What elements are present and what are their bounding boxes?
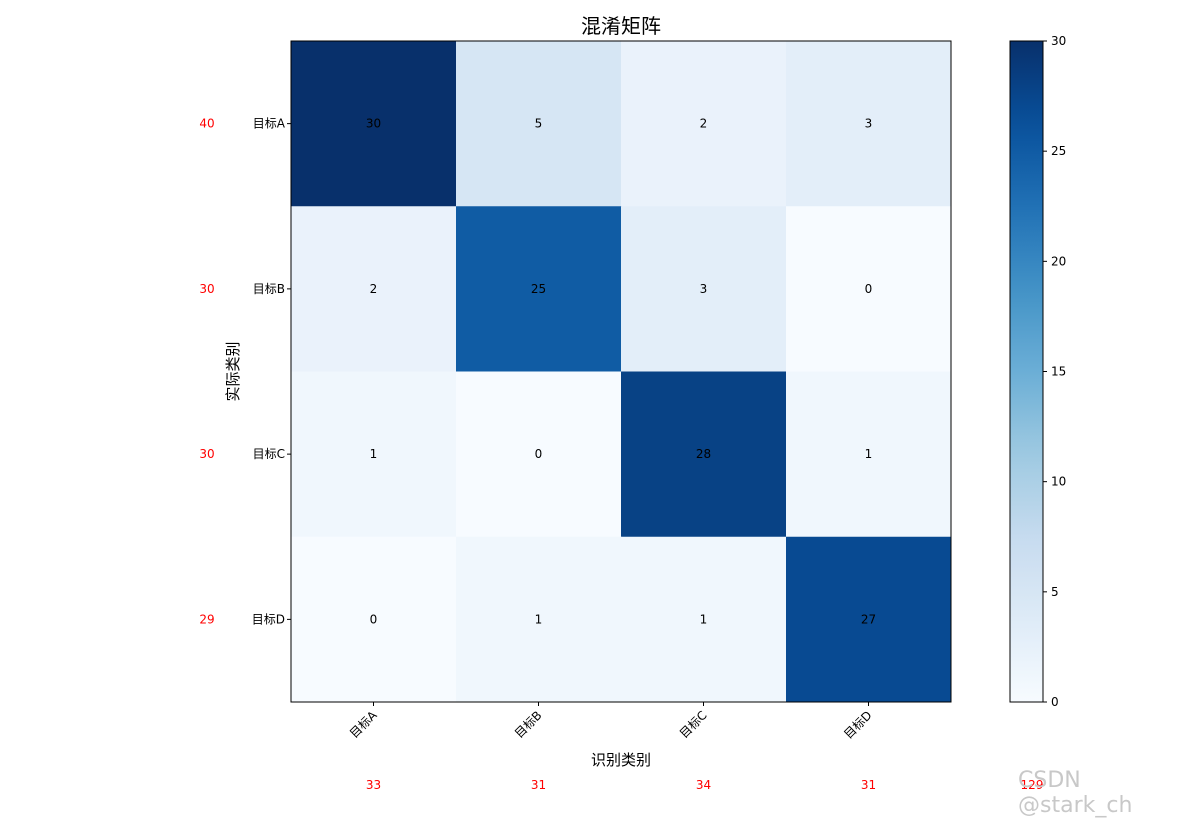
heatmap-cell bbox=[291, 41, 457, 207]
heatmap-cell bbox=[786, 41, 952, 207]
cell-value-label: 1 bbox=[535, 612, 543, 626]
heatmap-cell bbox=[621, 371, 787, 538]
y-tick-label: 目标D bbox=[252, 612, 285, 626]
cell-value-label: 28 bbox=[696, 447, 711, 461]
colorbar-tick-label: 5 bbox=[1051, 585, 1059, 599]
column-total-label: 33 bbox=[366, 778, 381, 792]
heatmap-cell bbox=[786, 536, 952, 703]
y-tick-label: 目标C bbox=[253, 447, 285, 461]
heatmap-cell bbox=[786, 206, 952, 372]
cell-value-label: 0 bbox=[535, 447, 543, 461]
cell-value-label: 0 bbox=[370, 612, 378, 626]
y-tick-label: 目标B bbox=[253, 282, 285, 296]
cell-value-label: 2 bbox=[700, 117, 708, 131]
y-axis-label: 实际类别 bbox=[224, 341, 242, 401]
heatmap-cell bbox=[456, 41, 622, 207]
x-tick-label: 目标D bbox=[841, 708, 874, 741]
x-tick-label: 目标A bbox=[347, 708, 380, 741]
colorbar-tick-label: 0 bbox=[1051, 695, 1059, 709]
cell-value-label: 3 bbox=[700, 282, 708, 296]
y-tick-label: 目标A bbox=[253, 117, 286, 131]
heatmap-cell bbox=[291, 536, 457, 703]
column-total-label: 31 bbox=[531, 778, 546, 792]
column-total-label: 34 bbox=[696, 778, 711, 792]
heatmap-cell bbox=[621, 41, 787, 207]
colorbar-tick-label: 10 bbox=[1051, 475, 1066, 489]
heatmap-cell bbox=[456, 536, 622, 703]
chart-title: 混淆矩阵 bbox=[581, 14, 661, 38]
cell-value-label: 1 bbox=[700, 612, 708, 626]
cell-value-label: 1 bbox=[865, 447, 873, 461]
heatmap-cell bbox=[456, 206, 622, 372]
x-tick-label: 目标B bbox=[512, 708, 545, 741]
heatmap-cell bbox=[621, 536, 787, 703]
cell-value-label: 2 bbox=[370, 282, 378, 296]
cell-value-label: 1 bbox=[370, 447, 378, 461]
row-total-label: 30 bbox=[199, 447, 214, 461]
heatmap-cell bbox=[291, 206, 457, 372]
plot-frame bbox=[290, 40, 952, 703]
cell-value-label: 27 bbox=[861, 612, 876, 626]
grand-total-label: 129 bbox=[1021, 778, 1044, 792]
colorbar-tick-label: 20 bbox=[1051, 254, 1066, 268]
row-total-label: 29 bbox=[199, 612, 214, 626]
cell-value-label: 25 bbox=[531, 282, 546, 296]
heatmap-cell bbox=[291, 371, 457, 538]
x-tick-label: 目标C bbox=[677, 708, 710, 741]
cell-value-label: 0 bbox=[865, 282, 873, 296]
heatmap-cell bbox=[621, 206, 787, 372]
colorbar-tick-label: 25 bbox=[1051, 144, 1066, 158]
column-total-label: 31 bbox=[861, 778, 876, 792]
colorbar-tick-label: 30 bbox=[1051, 34, 1066, 48]
colorbar bbox=[1010, 41, 1043, 702]
colorbar-tick-label: 15 bbox=[1051, 365, 1066, 379]
heatmap-cell bbox=[786, 371, 952, 538]
cell-value-label: 3 bbox=[865, 117, 873, 131]
row-total-label: 30 bbox=[199, 282, 214, 296]
cell-value-label: 5 bbox=[535, 117, 543, 131]
heatmap-cell bbox=[456, 371, 622, 538]
x-axis-label: 识别类别 bbox=[591, 751, 651, 769]
row-total-label: 40 bbox=[199, 117, 214, 131]
watermark: CSDN @stark_ch bbox=[1018, 768, 1133, 818]
cell-value-label: 30 bbox=[366, 117, 381, 131]
